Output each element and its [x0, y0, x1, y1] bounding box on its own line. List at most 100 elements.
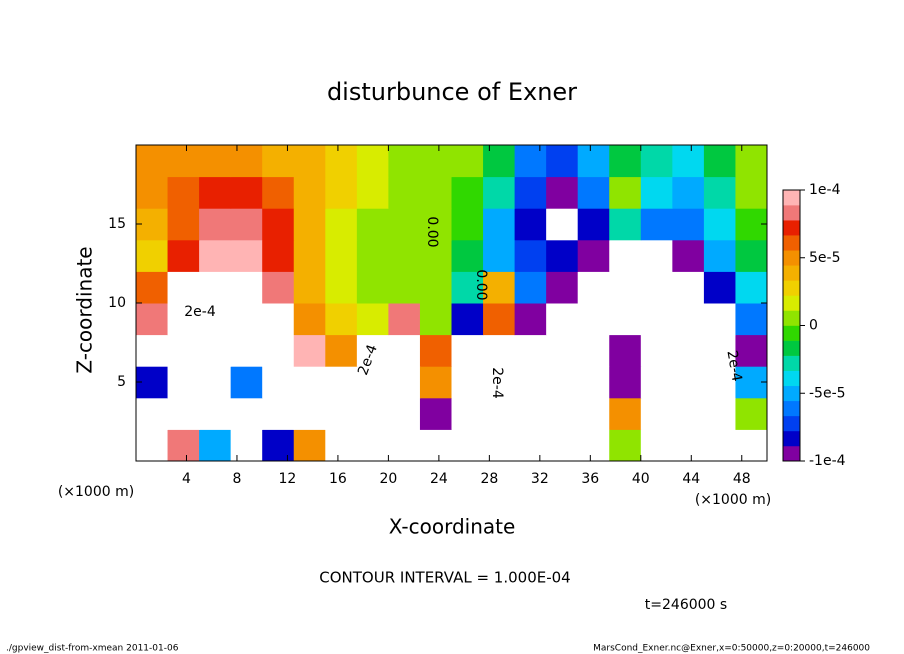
cell — [167, 208, 200, 241]
x-tick-label: 44 — [682, 471, 700, 487]
cell — [735, 239, 768, 272]
cell — [483, 303, 516, 336]
cell — [546, 145, 579, 178]
cell — [514, 176, 547, 209]
cell — [325, 239, 358, 272]
cell — [293, 208, 326, 241]
colorbar-swatch — [783, 310, 800, 326]
cell — [230, 145, 263, 178]
x-axis-label: X-coordinate — [389, 515, 516, 539]
contour-interval: CONTOUR INTERVAL = 1.000E-04 — [319, 569, 570, 587]
cell — [451, 429, 484, 462]
cell — [262, 145, 295, 178]
contour-label: 2e-4 — [184, 304, 216, 320]
cell — [230, 208, 263, 241]
contour-label: 2e-4 — [489, 367, 505, 399]
cell — [293, 145, 326, 178]
cell — [419, 303, 452, 336]
cell — [609, 239, 642, 272]
cell — [735, 303, 768, 336]
cell — [419, 429, 452, 462]
cell — [136, 145, 169, 178]
cell — [703, 145, 736, 178]
cell — [230, 303, 263, 336]
cell — [640, 397, 673, 430]
cell — [199, 176, 232, 209]
cell — [356, 239, 389, 272]
cell — [577, 208, 610, 241]
x-tick-label: 40 — [632, 471, 650, 487]
cell — [703, 429, 736, 462]
cell — [514, 429, 547, 462]
cell — [703, 303, 736, 336]
cell — [136, 176, 169, 209]
colorbar-swatch — [783, 295, 800, 311]
cell — [451, 176, 484, 209]
cell — [514, 208, 547, 241]
cell — [483, 366, 516, 399]
cell — [640, 303, 673, 336]
colorbar-swatch — [783, 355, 800, 371]
cell — [293, 303, 326, 336]
cell — [703, 334, 736, 367]
cell — [136, 303, 169, 336]
cell — [325, 271, 358, 304]
cell — [640, 366, 673, 399]
cell — [325, 208, 358, 241]
cell — [293, 397, 326, 430]
colorbar-swatch — [783, 340, 800, 356]
cell — [419, 271, 452, 304]
cell — [451, 239, 484, 272]
colorbar-swatch — [783, 370, 800, 387]
x-tick-label: 12 — [279, 471, 297, 487]
cell — [546, 429, 579, 462]
y-tick-label: 5 — [117, 374, 126, 390]
contour-label: 2e-4 — [723, 349, 744, 383]
cell — [230, 176, 263, 209]
cell — [735, 397, 768, 430]
cell — [546, 239, 579, 272]
y-tick-label: 15 — [108, 216, 126, 232]
colorbar-tick-label: 0 — [809, 318, 818, 334]
cell — [640, 208, 673, 241]
x-tick-label: 8 — [232, 471, 241, 487]
x-tick-label: 32 — [531, 471, 549, 487]
cell — [546, 334, 579, 367]
cell — [136, 397, 169, 430]
cell — [293, 366, 326, 399]
cell — [735, 176, 768, 209]
cell — [230, 397, 263, 430]
cell — [167, 397, 200, 430]
cell — [735, 271, 768, 304]
cell — [262, 176, 295, 209]
cell — [609, 271, 642, 304]
cell — [672, 271, 705, 304]
cell — [735, 334, 768, 367]
cell — [451, 145, 484, 178]
cell — [703, 397, 736, 430]
cell — [577, 303, 610, 336]
cell — [325, 366, 358, 399]
chart-title: disturbunce of Exner — [327, 78, 577, 106]
cell — [703, 239, 736, 272]
colorbar-swatch — [783, 235, 800, 251]
cell — [262, 303, 295, 336]
cell — [577, 176, 610, 209]
cell — [672, 334, 705, 367]
cell — [451, 303, 484, 336]
cell — [356, 208, 389, 241]
cell — [672, 397, 705, 430]
cell — [230, 366, 263, 399]
cell — [640, 239, 673, 272]
x-tick-label: 28 — [480, 471, 498, 487]
cell — [199, 334, 232, 367]
cell — [672, 303, 705, 336]
colorbar-swatch — [783, 430, 800, 447]
cell — [577, 366, 610, 399]
cell — [167, 239, 200, 272]
cell — [609, 176, 642, 209]
cell — [419, 208, 452, 241]
cell — [419, 239, 452, 272]
cell — [356, 366, 389, 399]
